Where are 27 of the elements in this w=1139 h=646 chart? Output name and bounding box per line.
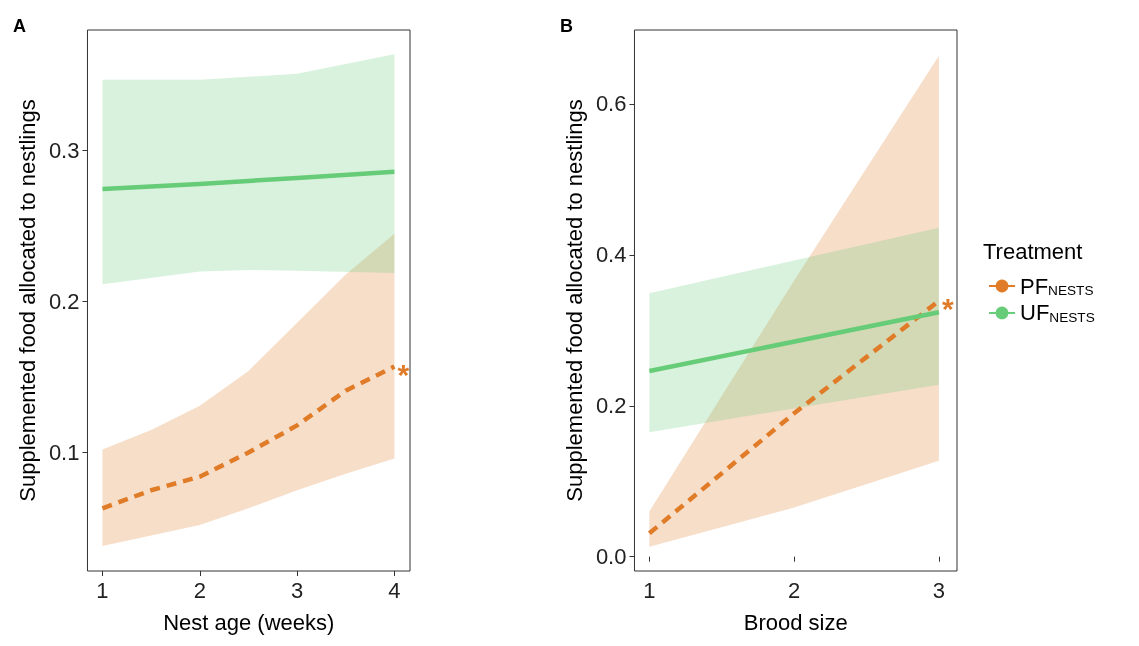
x-axis-title: Brood size: [743, 609, 848, 635]
legend-title: Treatment: [983, 238, 1083, 264]
chart-title: A: [13, 16, 26, 36]
annotation: *: [397, 358, 410, 392]
x-axis-title: Nest age (weeks): [163, 609, 335, 635]
x-tick-label: 4: [388, 577, 401, 603]
y-tick-label: 0.1: [48, 440, 80, 466]
y-tick-label: 0.3: [48, 138, 80, 164]
y-axis-title: Supplemented food allocated to nestlings: [14, 99, 40, 502]
legend-label: PFNESTS: [1020, 273, 1094, 299]
x-tick-label: 2: [788, 577, 801, 603]
x-tick-label: 3: [932, 577, 946, 603]
y-tick-label: 0.2: [48, 289, 80, 315]
y-tick-label: 0.2: [595, 393, 627, 419]
line-series: [100, 364, 397, 511]
line-series: [100, 169, 397, 192]
x-tick-label: 1: [643, 577, 656, 603]
legend-label: UFNESTS: [1020, 300, 1095, 326]
x-tick-label: 1: [96, 577, 109, 603]
annotation: *: [941, 292, 954, 326]
x-tick-label: 3: [290, 577, 304, 603]
chart-title: B: [560, 16, 573, 36]
y-tick-label: 0.4: [595, 242, 627, 268]
y-tick-label: 0.6: [595, 91, 627, 117]
y-tick-label: 0.0: [595, 544, 627, 570]
x-tick-label: 2: [193, 577, 206, 603]
y-axis-title: Supplemented food allocated to nestlings: [561, 99, 587, 502]
